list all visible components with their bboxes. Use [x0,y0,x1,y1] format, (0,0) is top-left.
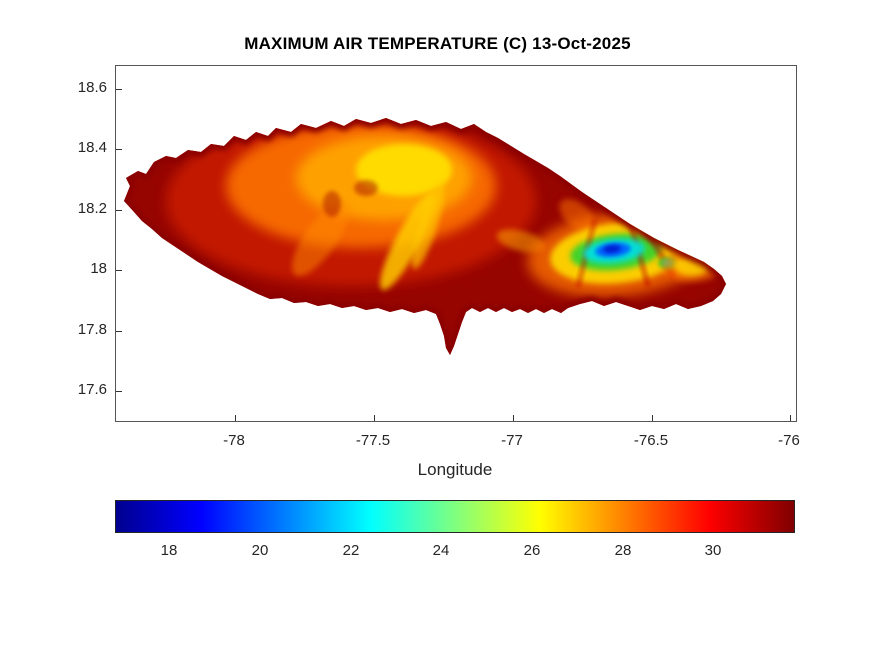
x-tick-label-1: -77.5 [355,432,391,449]
y-tick-mark [116,270,122,271]
y-tick-mark [116,391,122,392]
x-tick-mark [513,415,514,421]
red-speckle [323,191,341,217]
colorbar-tick-label-1: 20 [251,542,269,559]
x-tick-mark [374,415,375,421]
y-tick-label-4: 17.8 [77,321,107,338]
colorbar [115,500,795,533]
temperature-field [124,118,726,355]
y-tick-mark [116,210,122,211]
colorbar-tick-label-6: 30 [704,542,722,559]
x-tick-label-2: -77 [501,432,523,449]
y-tick-label-0: 18.6 [77,79,107,96]
y-tick-label-1: 18.4 [77,139,107,156]
colorbar-tick-label-3: 24 [432,542,450,559]
y-tick-mark [116,331,122,332]
jamaica-temperature-map [124,118,726,355]
x-tick-mark [652,415,653,421]
red-speckle [354,180,378,196]
chart-title: MAXIMUM AIR TEMPERATURE (C) 13-Oct-2025 [244,34,631,53]
colorbar-tick-label-5: 28 [614,542,632,559]
y-tick-mark [116,89,122,90]
colorbar-tick-label-4: 26 [523,542,541,559]
y-tick-label-2: 18.2 [77,200,107,217]
x-tick-mark [235,415,236,421]
x-tick-label-0: -78 [223,432,245,449]
y-tick-label-5: 17.6 [77,381,107,398]
colorbar-tick-label-0: 18 [160,542,178,559]
x-axis-label: Longitude [417,460,493,479]
y-tick-label-3: 18 [90,260,107,277]
x-tick-label-3: -76.5 [633,432,669,449]
colorbar-tick-label-2: 22 [342,542,360,559]
yellow-core [356,144,452,196]
orange-streak [292,200,350,276]
yellow-streak [411,183,445,269]
cool-spot-navy-core [603,244,621,254]
y-tick-mark [116,149,122,150]
x-tick-label-4: -76 [778,432,800,449]
x-tick-mark [790,415,791,421]
plot-area [115,65,797,422]
